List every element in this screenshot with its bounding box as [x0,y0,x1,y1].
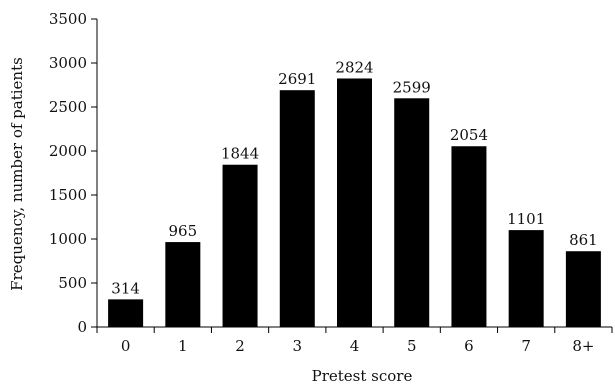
x-tick-label: 7 [521,337,531,355]
x-tick-label: 4 [350,337,360,355]
y-tick-label: 1500 [49,186,87,204]
y-tick-label: 2000 [49,142,87,160]
bar [337,78,372,327]
bar-value-label: 2054 [450,126,488,144]
y-tick-label: 2500 [49,98,87,116]
bar-value-label: 1101 [507,210,545,228]
y-axis: 0 500 1000 1500 2000 2500 3000 3500 [49,10,98,336]
bar [565,251,601,327]
bar [165,242,201,327]
x-tick-label: 2 [235,337,245,355]
bar-value-label: 314 [111,279,140,297]
x-tick-label: 1 [178,337,188,355]
bar [394,98,430,328]
y-tick-label: 3500 [49,10,87,28]
y-tick-label: 1000 [49,230,87,248]
x-tick-label: 3 [293,337,303,355]
bars [108,78,601,328]
y-axis-title: Frequency, number of patients [8,57,26,291]
bar-value-label: 2691 [278,70,316,88]
x-tick-label: 0 [121,337,131,355]
data-labels: 314 965 1844 2691 2824 2599 2054 1101 861 [111,58,597,297]
bar [508,230,544,327]
bar-value-label: 2824 [335,58,373,76]
bar [108,299,144,327]
x-tick-label: 5 [407,337,417,355]
bar [279,90,315,327]
bar [222,164,258,327]
y-tick-label: 500 [58,274,87,292]
bar-value-label: 861 [569,231,598,249]
bar [451,146,487,327]
bar-value-label: 1844 [221,145,259,163]
y-tick-label: 0 [77,318,87,336]
bar-value-label: 2599 [393,78,431,96]
x-tick-label: 6 [464,337,474,355]
bar-value-label: 965 [169,222,198,240]
y-tick-label: 3000 [49,54,87,72]
x-tick-label: 8+ [572,337,594,355]
x-axis-title: Pretest score [312,367,413,385]
x-axis: 0 1 2 3 4 5 6 7 8+ [96,326,613,355]
